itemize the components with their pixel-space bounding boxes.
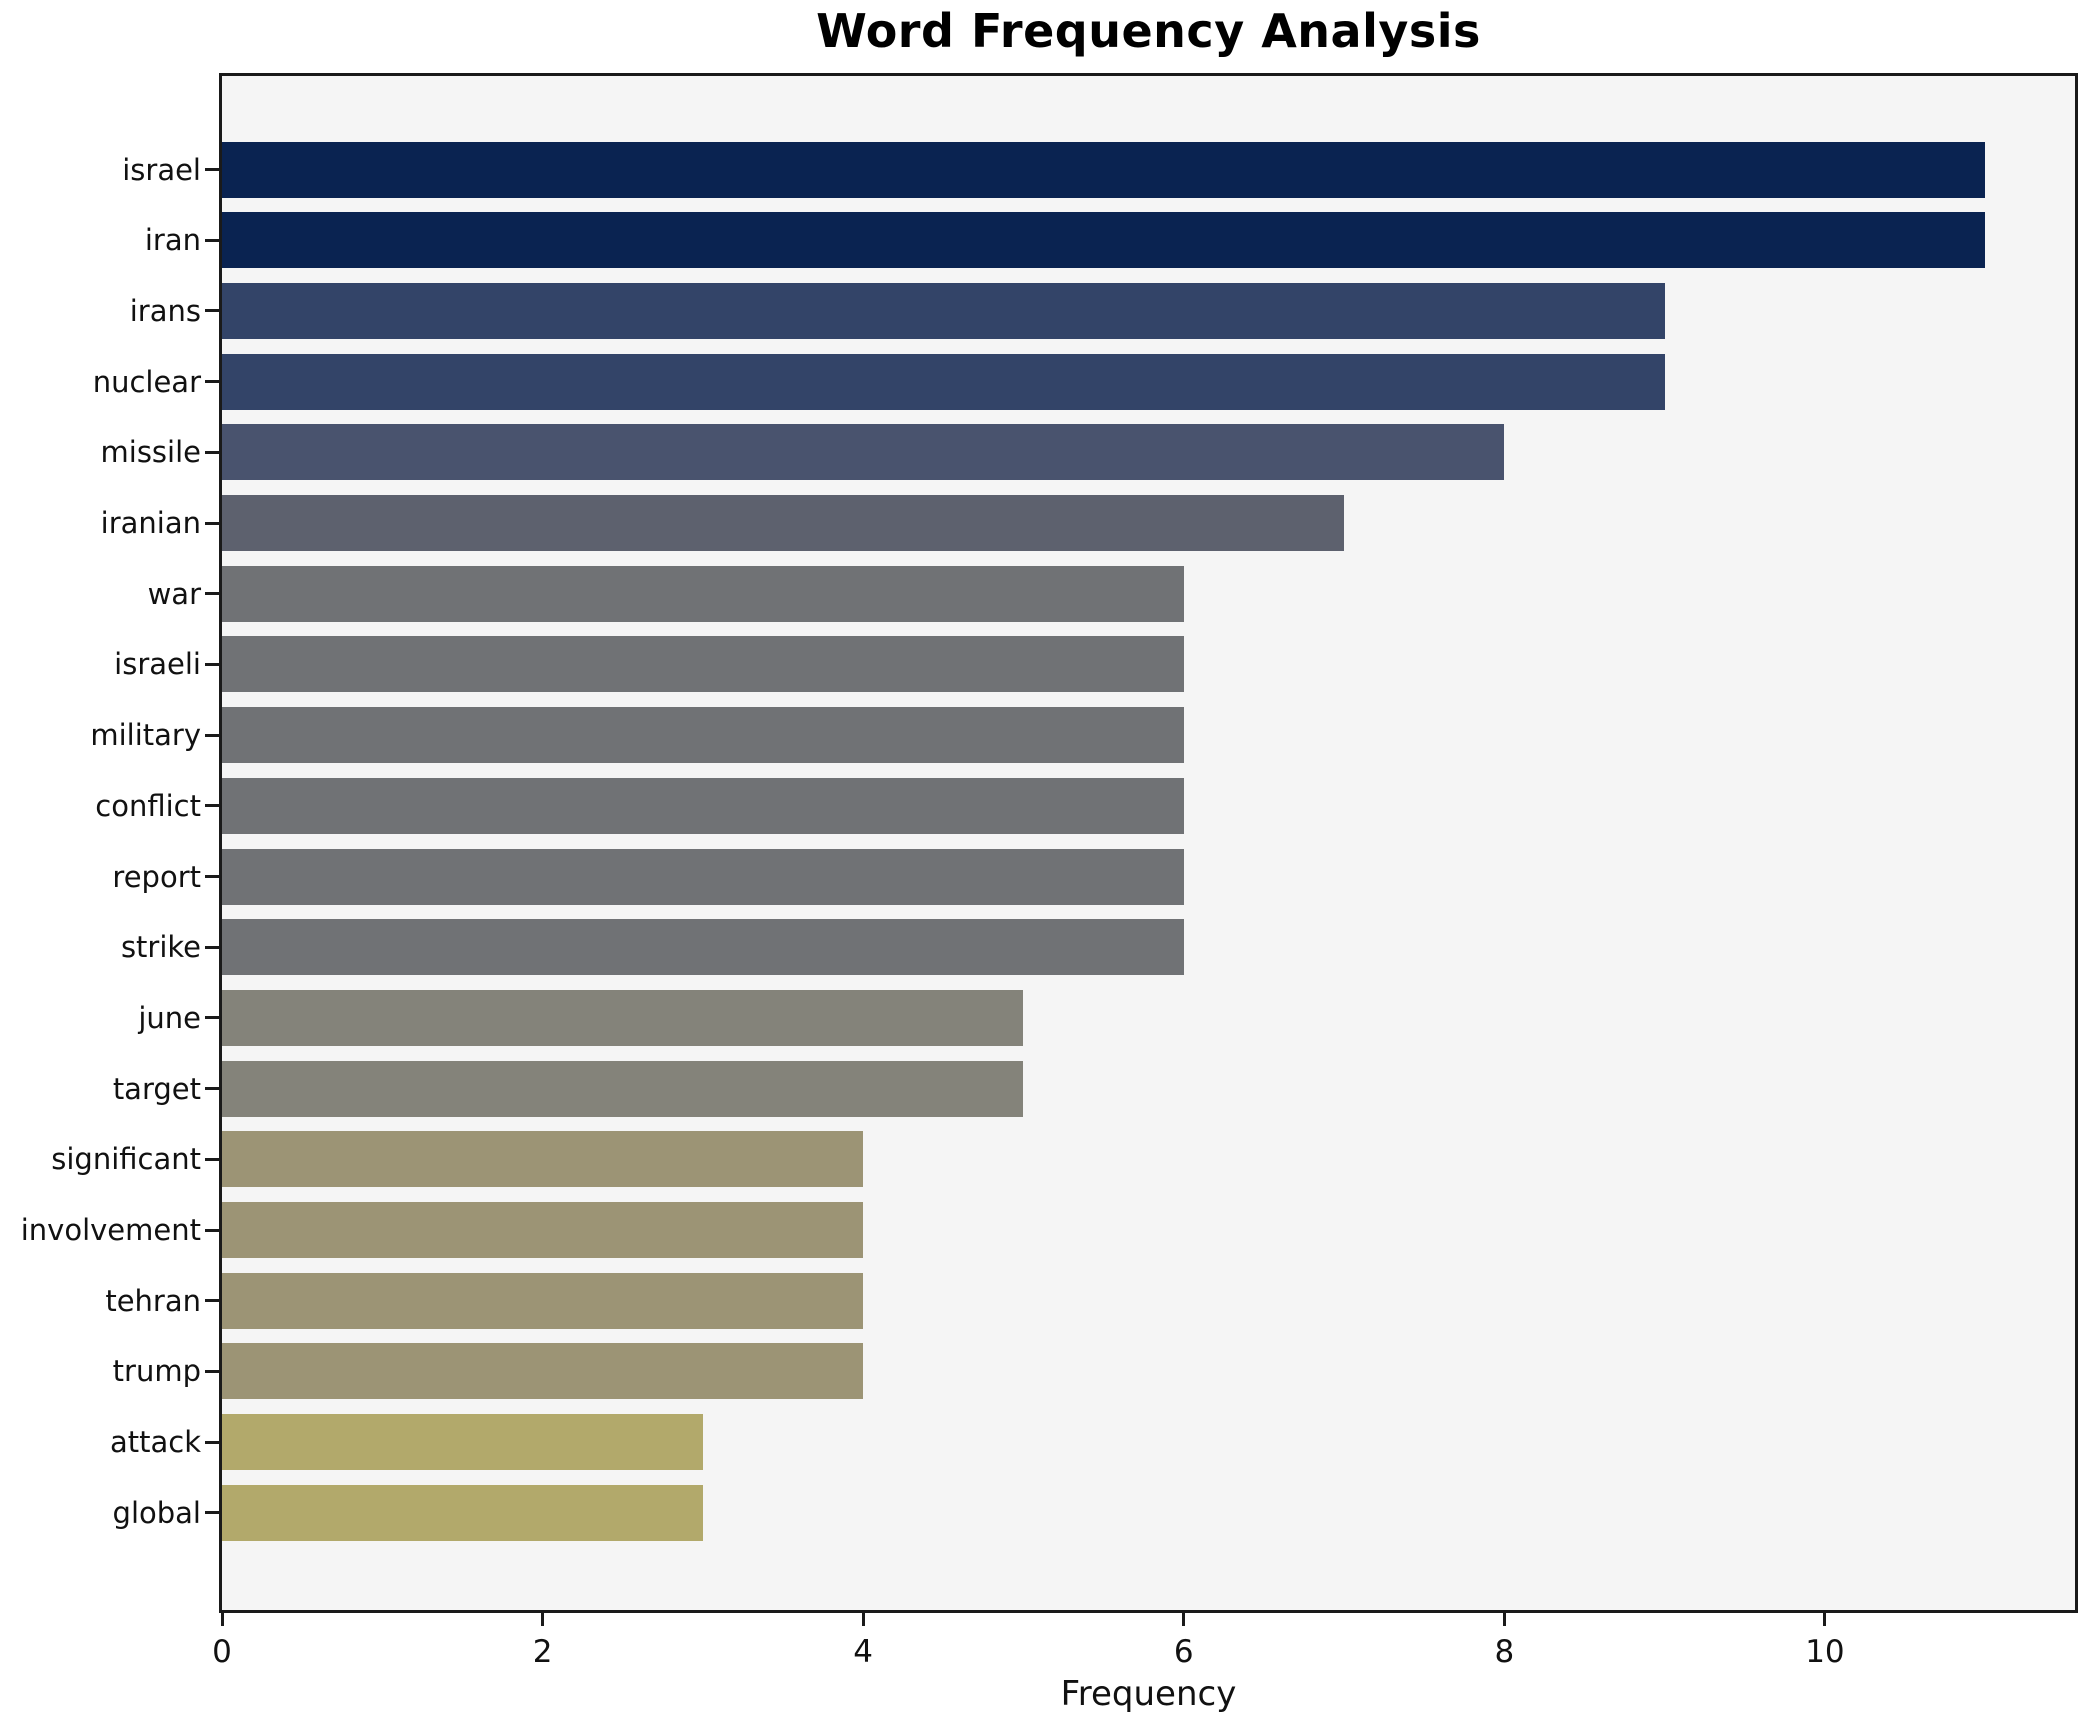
- y-tick-mark: [205, 804, 219, 808]
- x-tick-label-10: 10: [1805, 1634, 1845, 1670]
- bar-israeli: [222, 636, 1184, 693]
- x-tick-label-0: 0: [212, 1634, 232, 1670]
- y-tick-mark: [205, 1016, 219, 1020]
- y-tick-mark: [205, 1299, 219, 1303]
- bar-attack: [222, 1414, 703, 1471]
- x-tick-mark: [541, 1613, 545, 1626]
- y-tick-mark: [205, 450, 219, 454]
- y-tick-label-tehran: tehran: [105, 1283, 201, 1318]
- bar-irans: [222, 282, 1665, 339]
- y-tick-label-iran: iran: [144, 223, 201, 258]
- bar-iranian: [222, 495, 1345, 551]
- y-tick-label-israel: israel: [122, 152, 201, 187]
- y-tick-mark: [205, 592, 219, 596]
- y-tick-label-target: target: [112, 1071, 201, 1106]
- y-tick-label-involvement: involvement: [20, 1213, 201, 1247]
- y-tick-mark: [205, 168, 219, 171]
- x-tick-mark: [220, 1613, 224, 1626]
- y-tick-label-irans: irans: [129, 293, 201, 328]
- y-tick-label-global: global: [112, 1495, 201, 1530]
- bar-significant: [222, 1131, 864, 1188]
- bar-israel: [222, 141, 1986, 198]
- bar-war: [222, 565, 1184, 622]
- bar-military: [222, 707, 1184, 764]
- bar-report: [222, 848, 1184, 905]
- y-tick-label-attack: attack: [109, 1425, 201, 1460]
- y-tick-mark: [205, 1087, 219, 1091]
- y-tick-label-israeli: israeli: [114, 647, 201, 682]
- y-tick-mark: [205, 1157, 219, 1161]
- x-tick-label-6: 6: [1173, 1634, 1194, 1670]
- y-tick-mark: [205, 1369, 219, 1373]
- bar-missile: [222, 424, 1505, 481]
- y-tick-mark: [205, 1228, 219, 1232]
- x-tick-mark: [861, 1613, 865, 1626]
- y-tick-mark: [205, 875, 219, 878]
- x-tick-label-4: 4: [853, 1634, 874, 1670]
- y-tick-label-nuclear: nuclear: [92, 364, 201, 399]
- x-tick-mark: [1823, 1613, 1827, 1626]
- y-tick-label-june: june: [138, 1000, 201, 1035]
- bar-involvement: [222, 1202, 864, 1258]
- bar-iran: [222, 212, 1986, 269]
- plot-area: [219, 73, 2078, 1613]
- x-tick-mark: [1182, 1613, 1186, 1626]
- y-tick-mark: [205, 945, 219, 949]
- y-tick-label-trump: trump: [112, 1354, 201, 1389]
- bar-global: [222, 1484, 703, 1541]
- bar-conflict: [222, 777, 1184, 834]
- x-tick-label-8: 8: [1494, 1634, 1515, 1670]
- y-tick-mark: [205, 1440, 219, 1444]
- chart-title: Word Frequency Analysis: [816, 4, 1481, 58]
- bar-trump: [222, 1343, 864, 1400]
- bar-tehran: [222, 1272, 864, 1329]
- y-tick-label-conflict: conflict: [95, 788, 201, 823]
- y-tick-label-war: war: [147, 576, 201, 611]
- y-tick-mark: [205, 521, 219, 525]
- y-tick-mark: [205, 309, 219, 313]
- y-tick-mark: [205, 733, 219, 737]
- y-tick-label-missile: missile: [100, 435, 201, 470]
- y-tick-mark: [205, 238, 219, 242]
- y-tick-mark: [205, 662, 219, 666]
- bar-nuclear: [222, 353, 1665, 410]
- y-tick-mark: [205, 1511, 219, 1515]
- bar-target: [222, 1060, 1024, 1117]
- y-tick-label-strike: strike: [120, 930, 201, 965]
- y-tick-label-report: report: [112, 859, 201, 894]
- y-tick-label-military: military: [90, 718, 201, 753]
- x-tick-label-2: 2: [532, 1634, 553, 1670]
- bar-strike: [222, 919, 1184, 976]
- y-tick-label-significant: significant: [51, 1142, 201, 1177]
- y-tick-label-iranian: iranian: [100, 506, 201, 540]
- x-tick-mark: [1502, 1613, 1506, 1626]
- bar-june: [222, 989, 1024, 1046]
- y-tick-mark: [205, 380, 219, 384]
- x-axis-label: Frequency: [1060, 1674, 1237, 1714]
